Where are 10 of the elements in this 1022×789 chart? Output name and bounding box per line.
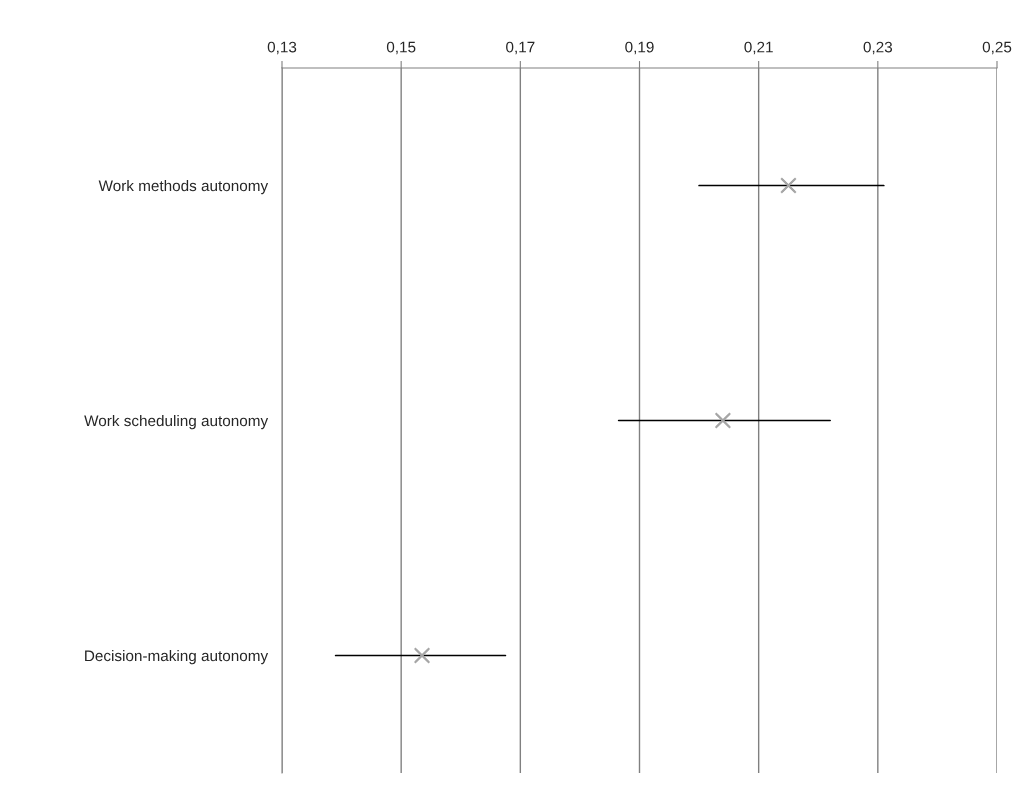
x-tick-label: 0,21 — [744, 41, 773, 55]
x-tick-label: 0,17 — [506, 41, 535, 55]
x-tick-label: 0,25 — [982, 41, 1012, 55]
x-tick-label: 0,15 — [386, 41, 416, 55]
x-tick-label: 0,13 — [267, 41, 297, 55]
y-tick-label: Decision-making autonomy — [85, 649, 269, 665]
x-tick-label: 0,19 — [625, 41, 654, 55]
y-tick-label: Work methods autonomy — [98, 179, 269, 195]
x-tick-label: 0,23 — [863, 41, 893, 55]
y-tick-label: Work scheduling autonomy — [84, 414, 269, 430]
